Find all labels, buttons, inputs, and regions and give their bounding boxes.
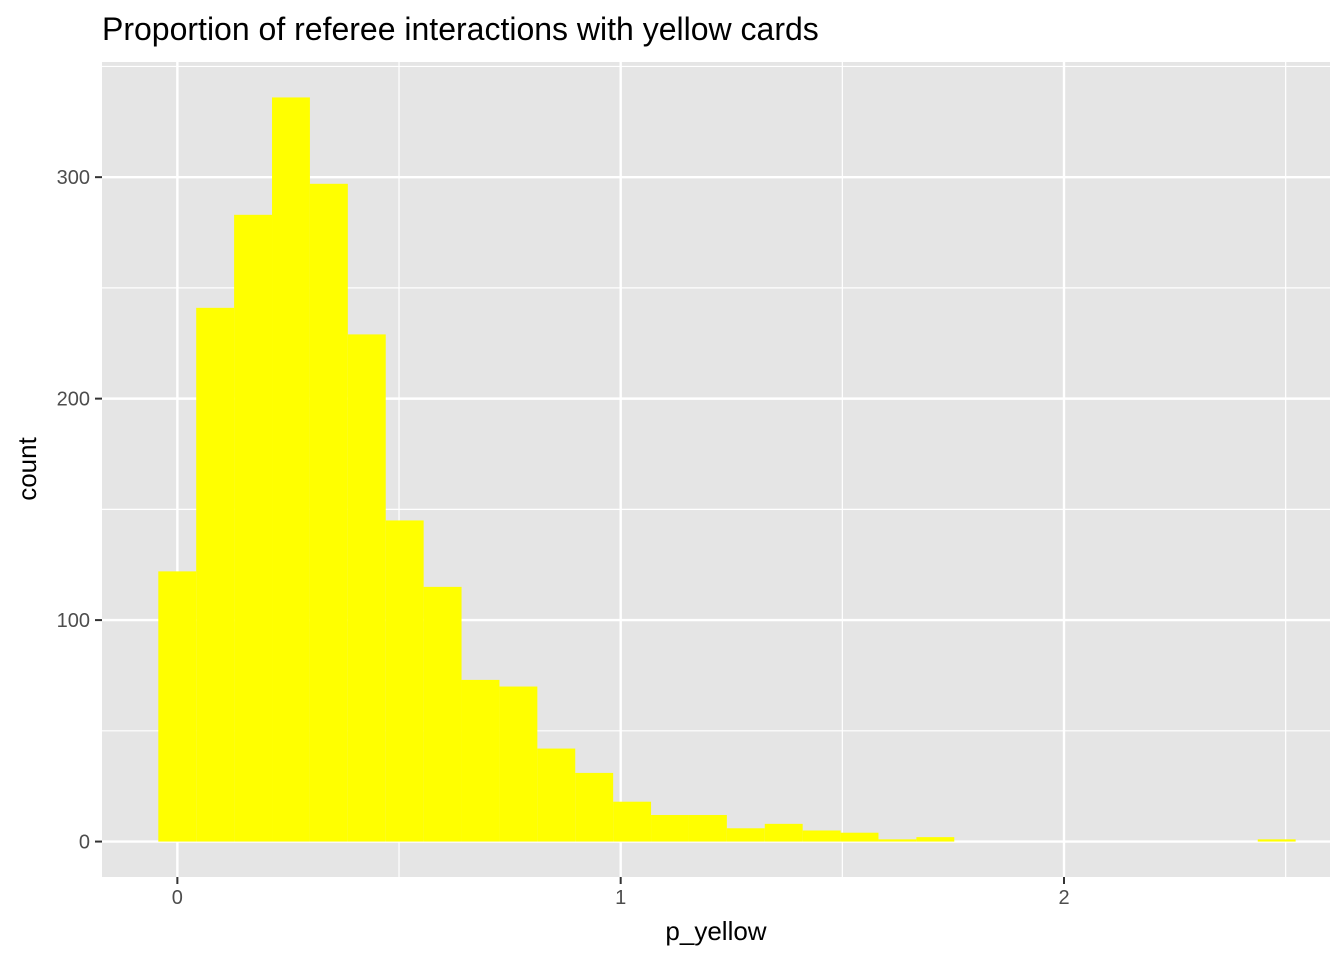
histogram-bar — [916, 837, 955, 842]
histogram-bar — [613, 801, 652, 842]
histogram-bar — [272, 97, 310, 842]
histogram-bar — [499, 686, 538, 842]
histogram-bar — [651, 814, 689, 842]
y-tick-label: 0 — [79, 832, 90, 854]
histogram-bar — [1257, 839, 1296, 842]
x-axis-title: p_yellow — [665, 916, 766, 946]
histogram-bar — [196, 307, 235, 842]
x-tick-label: 2 — [1058, 887, 1069, 909]
histogram-bar — [726, 828, 765, 842]
y-tick-label: 100 — [57, 610, 90, 632]
x-tick-label: 1 — [615, 887, 626, 909]
x-tick-label: 0 — [172, 887, 183, 909]
y-axis: 0 100 200 300 — [57, 167, 102, 854]
histogram-bar — [840, 832, 879, 842]
histogram-bar — [802, 830, 841, 842]
histogram-bar — [764, 823, 803, 842]
histogram-bar — [461, 679, 500, 842]
histogram-bar — [537, 748, 576, 842]
histogram-bar — [385, 520, 424, 842]
x-axis: 0 1 2 — [172, 877, 1070, 909]
chart-title: Proportion of referee interactions with … — [102, 11, 819, 47]
y-tick-label: 300 — [57, 167, 90, 189]
histogram-bar — [688, 814, 727, 842]
histogram-bar — [878, 839, 917, 842]
histogram-bar — [309, 183, 348, 842]
histogram-bar — [158, 571, 197, 842]
histogram-bar — [575, 772, 614, 842]
histogram-bars — [158, 97, 1296, 842]
histogram-bar — [234, 214, 273, 842]
y-tick-label: 200 — [57, 389, 90, 411]
histogram-bar — [347, 334, 386, 842]
y-axis-title: count — [12, 436, 42, 500]
histogram-bar — [423, 586, 462, 842]
